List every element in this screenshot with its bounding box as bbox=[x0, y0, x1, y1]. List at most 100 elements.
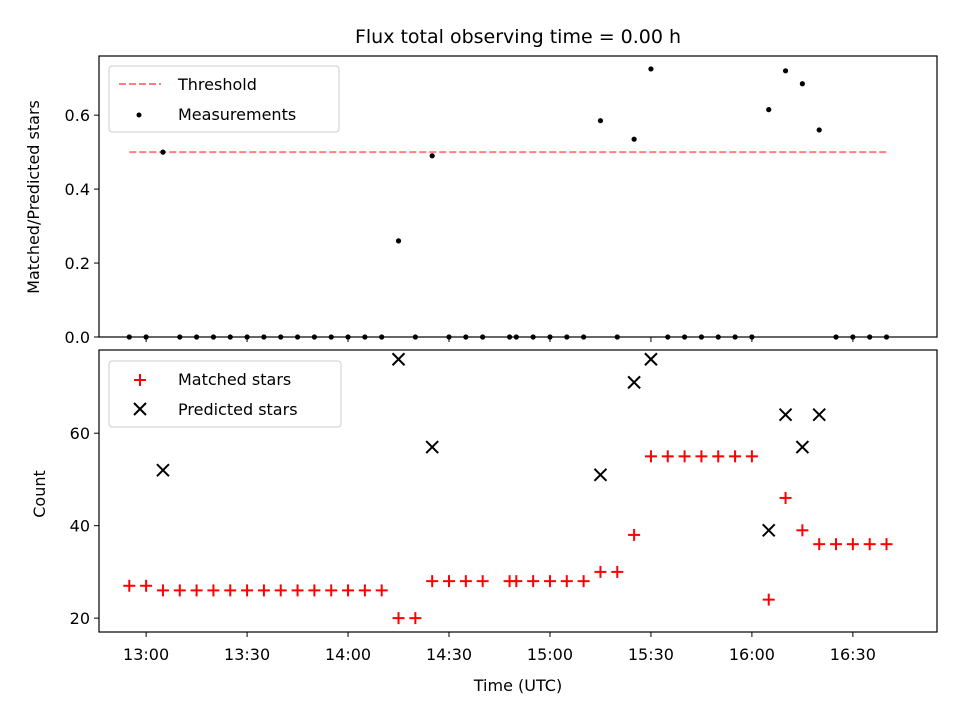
matched-star-point bbox=[796, 524, 809, 537]
bottom-legend: Matched stars Predicted stars bbox=[108, 360, 342, 428]
legend-matched-label: Matched stars bbox=[178, 370, 291, 389]
legend-predicted-swatch bbox=[133, 402, 147, 416]
top-axes-frame bbox=[98, 55, 938, 338]
predicted-star-point bbox=[762, 523, 776, 538]
matched-star-point bbox=[644, 450, 657, 463]
matched-star-point bbox=[426, 575, 439, 588]
matched-star-point bbox=[527, 575, 540, 588]
matched-star-point bbox=[678, 450, 691, 463]
top-y-tick-label: 0.4 bbox=[65, 180, 90, 199]
matched-star-point bbox=[224, 584, 237, 597]
matched-star-point bbox=[476, 575, 489, 588]
predicted-star-point bbox=[425, 440, 439, 454]
bottom-x-tick-label: 16:00 bbox=[729, 645, 775, 664]
matched-star-point bbox=[628, 528, 641, 541]
legend-measurements-swatch bbox=[136, 112, 142, 118]
bottom-marks bbox=[123, 352, 893, 625]
legend-matched-swatch bbox=[134, 374, 146, 386]
bottom-x-tick-label: 14:30 bbox=[426, 645, 472, 664]
matched-star-point bbox=[745, 450, 758, 463]
bottom-axes-frame bbox=[98, 349, 938, 633]
bottom-panel: 20 40 60 13:00 13:30 14:00 14:30 15:00 15:30 16:… bbox=[30, 349, 938, 695]
bottom-x-tick-label: 15:00 bbox=[527, 645, 573, 664]
top-x-ticks bbox=[145, 337, 854, 342]
measurement-point bbox=[648, 66, 654, 72]
matched-star-point bbox=[729, 450, 742, 463]
matched-star-point bbox=[510, 575, 523, 588]
matched-star-point bbox=[577, 575, 590, 588]
legend-measurements-label: Measurements bbox=[178, 105, 296, 124]
measurement-point bbox=[160, 149, 166, 155]
top-y-ticks: 0.0 0.2 0.4 0.6 bbox=[65, 106, 99, 347]
top-y-tick-label: 0.0 bbox=[65, 328, 90, 347]
matched-star-point bbox=[375, 584, 388, 597]
matched-star-point bbox=[409, 612, 422, 625]
legend-predicted-label: Predicted stars bbox=[178, 400, 298, 419]
top-legend: Threshold Measurements bbox=[108, 65, 340, 133]
matched-star-point bbox=[661, 450, 674, 463]
matched-star-point bbox=[830, 538, 843, 551]
matched-star-point bbox=[325, 584, 338, 597]
top-panel: 0.0 0.2 0.4 0.6 Matched/Predicted stars Thr… bbox=[24, 55, 938, 347]
bottom-legend-box bbox=[108, 360, 342, 428]
measurement-point bbox=[799, 81, 805, 87]
matched-star-point bbox=[779, 491, 792, 504]
matched-star-point bbox=[611, 565, 624, 578]
bottom-x-tick-label: 16:30 bbox=[830, 645, 876, 664]
matched-star-point bbox=[392, 612, 405, 625]
matched-star-point bbox=[813, 538, 826, 551]
bottom-x-tick-label: 13:30 bbox=[224, 645, 270, 664]
matched-star-point bbox=[459, 575, 472, 588]
measurement-point bbox=[429, 153, 435, 159]
bottom-x-ticks: 13:00 13:30 14:00 14:30 15:00 15:30 16:00 16:30 bbox=[123, 632, 876, 664]
predicted-star-point bbox=[812, 408, 826, 422]
measurement-point bbox=[597, 118, 604, 124]
predicted-star-point bbox=[593, 468, 608, 482]
matched-star-point bbox=[156, 584, 169, 597]
matched-star-point bbox=[594, 565, 607, 578]
measurement-point bbox=[782, 68, 789, 74]
bottom-x-axis-label: Time (UTC) bbox=[473, 676, 562, 695]
predicted-star-point bbox=[627, 375, 641, 390]
matched-star-point bbox=[762, 593, 775, 606]
matched-star-point bbox=[443, 575, 456, 588]
bottom-y-tick-label: 60 bbox=[70, 424, 90, 443]
predicted-star-point bbox=[156, 463, 170, 477]
bottom-x-tick-label: 13:00 bbox=[123, 645, 169, 664]
matched-star-point bbox=[695, 450, 708, 463]
matched-star-point bbox=[358, 584, 371, 597]
matched-star-point bbox=[140, 579, 153, 592]
top-y-tick-label: 0.2 bbox=[65, 254, 90, 273]
top-legend-box bbox=[108, 65, 340, 133]
bottom-x-tick-label: 14:00 bbox=[325, 645, 371, 664]
matched-star-point bbox=[123, 579, 136, 592]
matched-star-point bbox=[863, 538, 876, 551]
predicted-star-point bbox=[644, 352, 658, 366]
matched-star-point bbox=[257, 584, 270, 597]
legend-threshold-label: Threshold bbox=[177, 75, 257, 94]
matched-star-point bbox=[880, 538, 893, 551]
bottom-y-tick-label: 20 bbox=[70, 609, 90, 628]
matched-star-point bbox=[241, 584, 254, 597]
measurement-point bbox=[395, 238, 402, 244]
measurement-point bbox=[631, 136, 637, 142]
matched-star-point bbox=[207, 584, 220, 597]
matched-star-point bbox=[342, 584, 355, 597]
matched-star-point bbox=[712, 450, 725, 463]
bottom-y-ticks: 20 40 60 bbox=[70, 424, 99, 628]
bottom-y-axis-label: Count bbox=[30, 470, 49, 518]
bottom-x-tick-label: 15:30 bbox=[628, 645, 674, 664]
bottom-y-tick-label: 40 bbox=[70, 517, 90, 536]
matched-star-point bbox=[560, 575, 573, 588]
matched-star-point bbox=[291, 584, 304, 597]
predicted-star-point bbox=[795, 440, 810, 454]
matched-star-point bbox=[274, 584, 287, 597]
matched-star-point bbox=[846, 538, 859, 551]
measurement-point bbox=[816, 127, 822, 133]
matched-star-point bbox=[308, 584, 321, 597]
matched-star-point bbox=[543, 575, 556, 588]
predicted-star-point bbox=[778, 408, 793, 422]
top-y-axis-label: Matched/Predicted stars bbox=[24, 100, 43, 294]
chart-title: Flux total observing time = 0.00 h bbox=[355, 26, 681, 48]
